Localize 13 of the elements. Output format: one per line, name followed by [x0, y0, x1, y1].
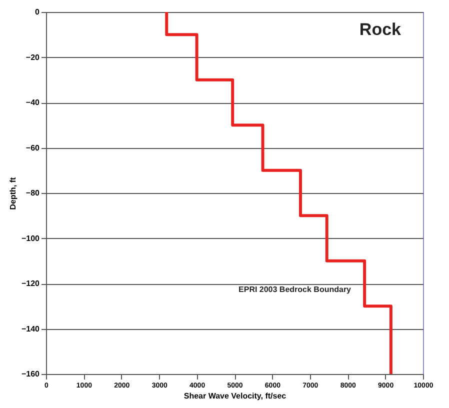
x-axis-title: Shear Wave Velocity, ft/sec: [184, 392, 287, 400]
y-tick-label: −40: [26, 98, 40, 107]
annotation: EPRI 2003 Bedrock Boundary: [238, 285, 352, 294]
chart-title: Rock: [359, 20, 402, 39]
y-tick-label: −60: [26, 143, 40, 152]
y-tick-label: −100: [21, 234, 40, 243]
y-axis-title: Depth, ft: [8, 176, 18, 210]
y-tick-label: −160: [21, 370, 40, 378]
y-tick-label: −80: [26, 188, 40, 198]
y-tick-label: −120: [21, 279, 40, 288]
y-tick-label: −20: [26, 52, 40, 62]
y-tick-label: −140: [21, 324, 40, 334]
y-tick-label: 0: [35, 8, 40, 16]
